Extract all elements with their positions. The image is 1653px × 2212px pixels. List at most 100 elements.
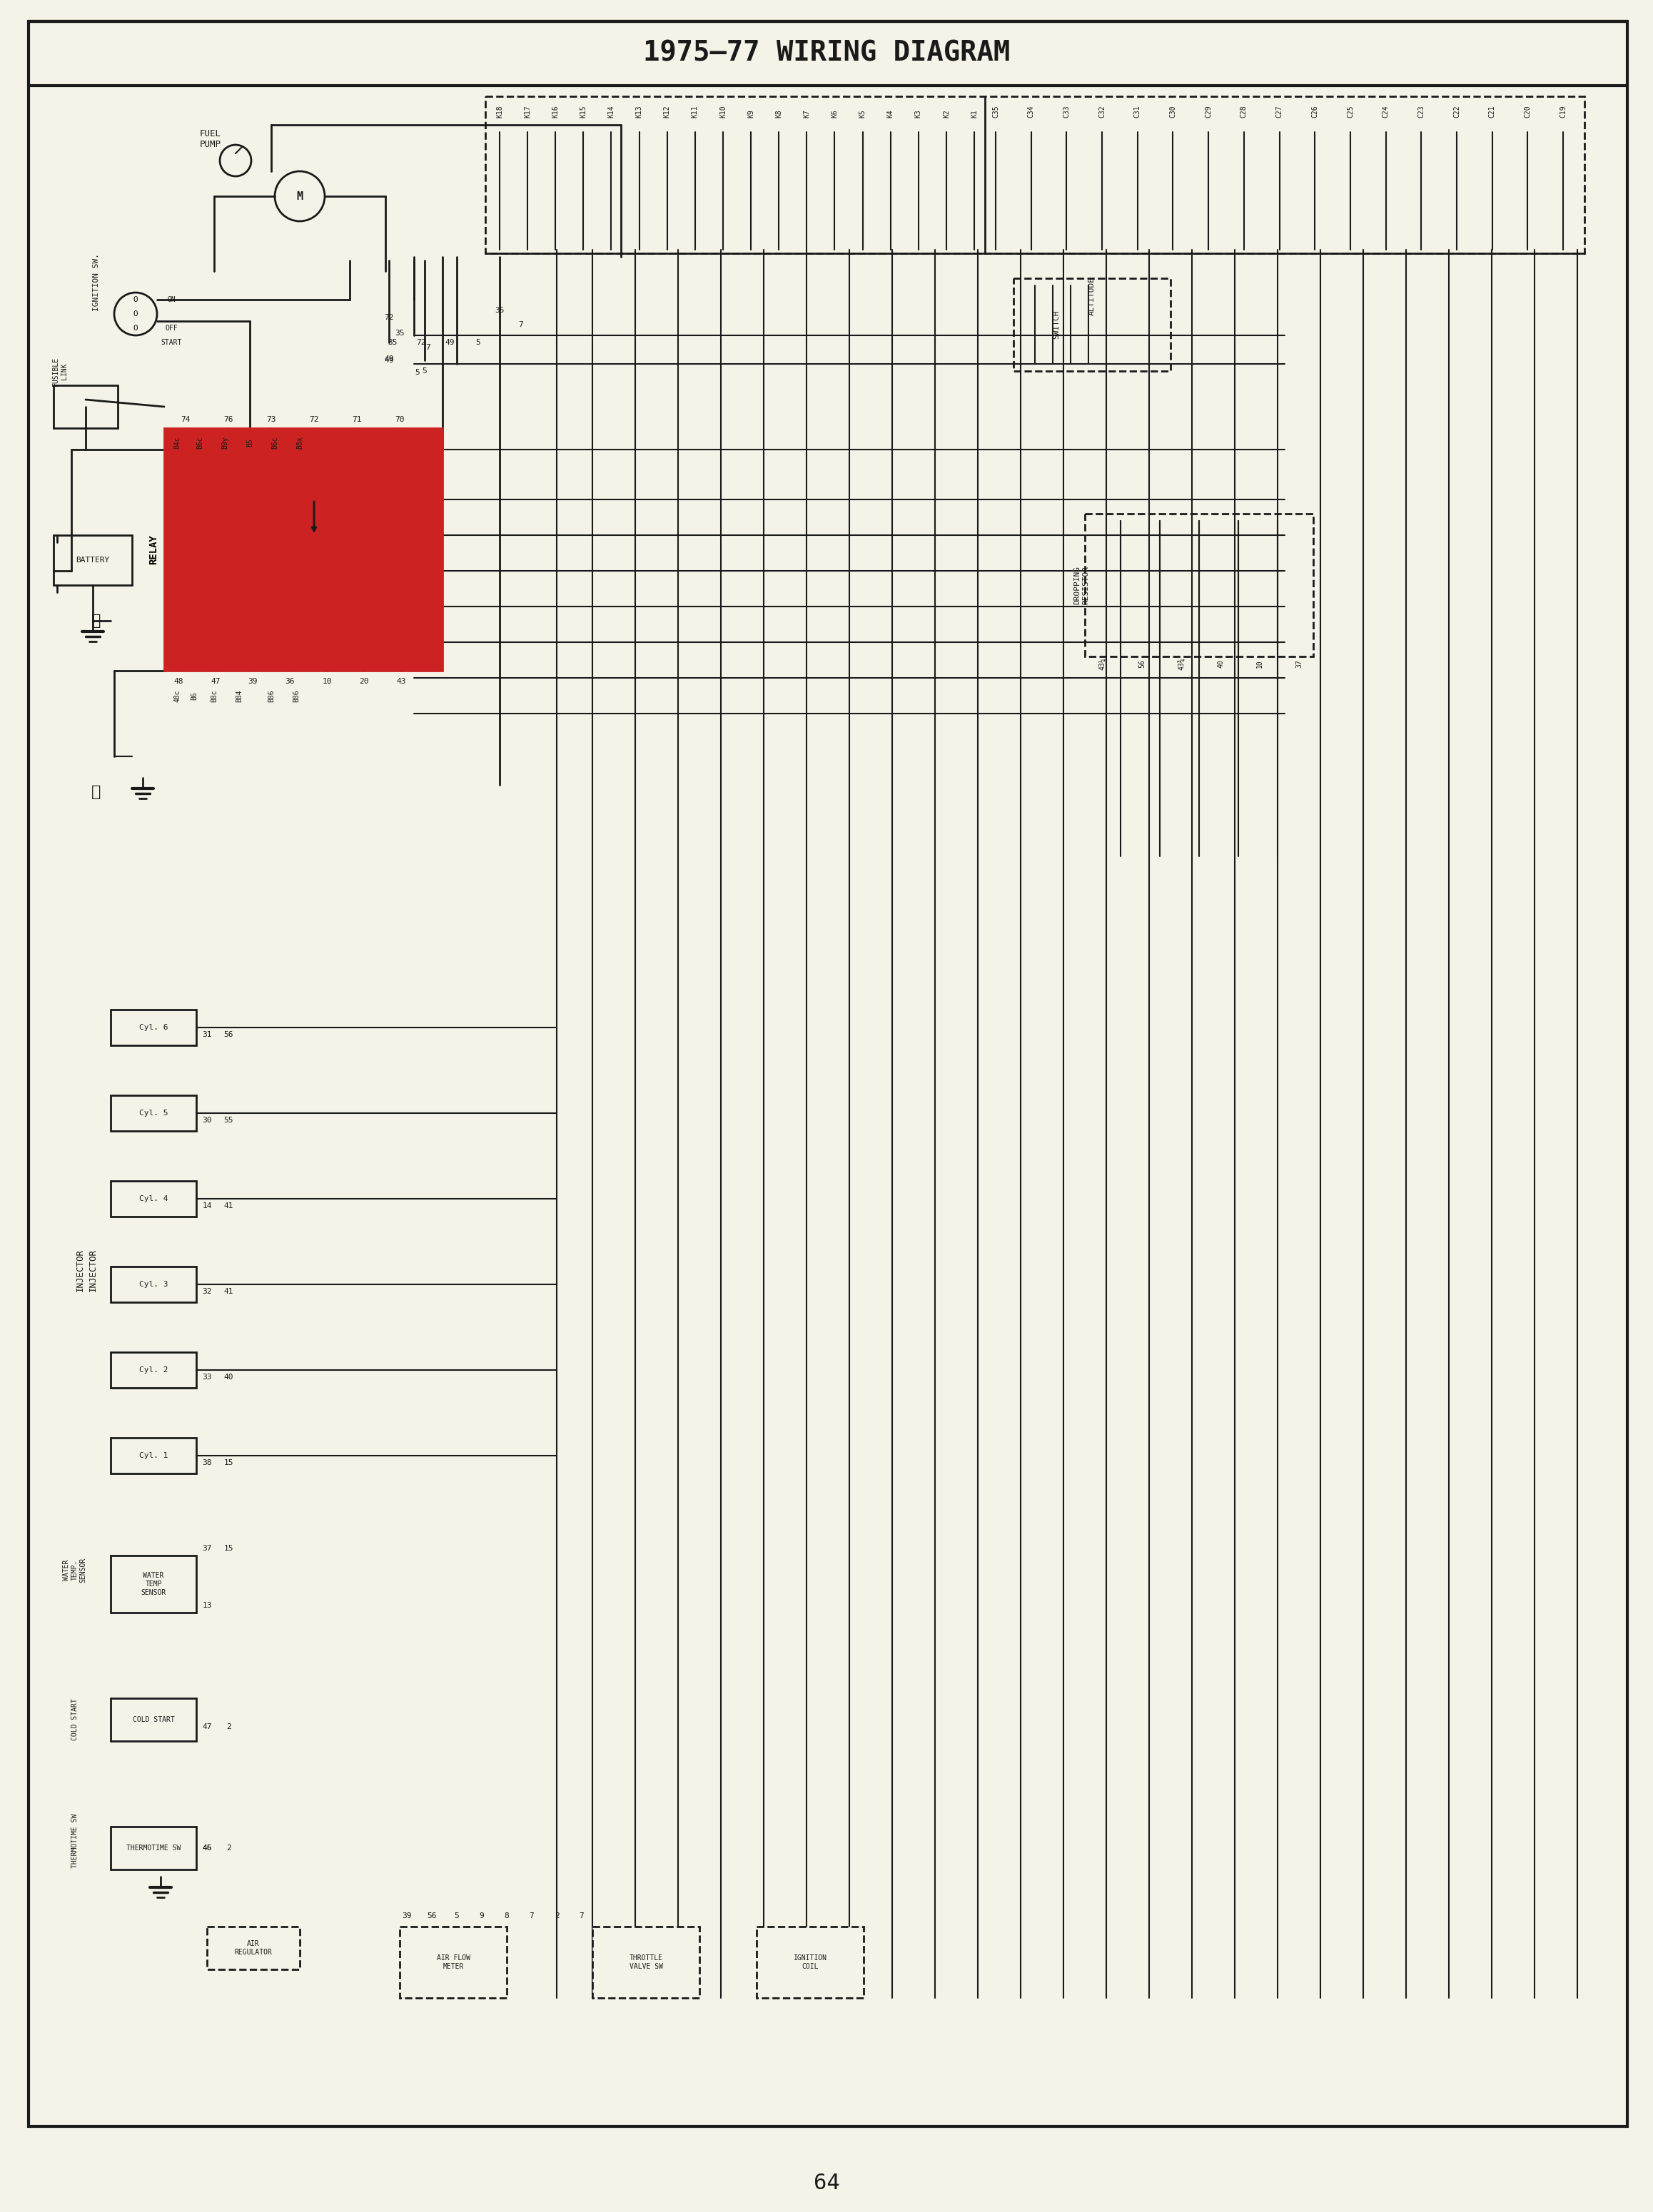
Text: 56: 56	[426, 1913, 436, 1920]
Text: 2: 2	[226, 1723, 231, 1730]
Text: 71: 71	[352, 416, 362, 422]
Text: O: O	[134, 296, 137, 303]
Bar	[53, 385, 117, 429]
Text: K13: K13	[636, 106, 643, 117]
Text: B6c: B6c	[197, 436, 203, 449]
Text: ⏚: ⏚	[91, 785, 101, 799]
Text: C20: C20	[1524, 106, 1531, 117]
Bar	[592, 1927, 699, 1997]
Text: C33: C33	[1063, 106, 1069, 117]
Text: C25: C25	[1347, 106, 1354, 117]
Text: C34: C34	[1028, 106, 1035, 117]
Text: Cyl. 2: Cyl. 2	[139, 1367, 169, 1374]
Text: C22: C22	[1453, 106, 1460, 117]
Text: FUSIBLE: FUSIBLE	[53, 356, 60, 385]
Text: B86: B86	[268, 690, 274, 701]
Text: 15: 15	[223, 1544, 233, 1553]
Text: 35: 35	[494, 307, 504, 314]
Text: K11: K11	[691, 106, 699, 117]
Text: THERMOTIME SW: THERMOTIME SW	[71, 1814, 78, 1869]
Text: 5: 5	[455, 1913, 460, 1920]
Text: IGNITION SW.: IGNITION SW.	[93, 252, 99, 310]
Text: 49: 49	[383, 356, 393, 365]
Text: WATER
TEMP
SENSOR: WATER TEMP SENSOR	[141, 1573, 165, 1595]
Text: 35: 35	[388, 338, 397, 345]
Text: C30: C30	[1169, 106, 1177, 117]
Text: C28: C28	[1240, 106, 1248, 117]
Text: OFF: OFF	[165, 325, 177, 332]
Text: WATER
TEMP.
SENSOR: WATER TEMP. SENSOR	[63, 1557, 88, 1582]
Text: K3: K3	[914, 108, 922, 117]
Text: FUEL
PUMP: FUEL PUMP	[200, 128, 222, 148]
Text: IGNITION
COIL: IGNITION COIL	[793, 1955, 826, 1971]
Text: 74: 74	[180, 416, 190, 422]
Text: O: O	[134, 310, 137, 319]
Bar	[400, 1927, 507, 1997]
Text: 13: 13	[202, 1601, 212, 1608]
Text: 47: 47	[210, 677, 220, 686]
Text: 40: 40	[1217, 659, 1225, 668]
Text: START: START	[160, 338, 182, 345]
Text: 46: 46	[202, 1845, 212, 1851]
Text: INJECTOR: INJECTOR	[76, 1250, 84, 1292]
Text: AIR FLOW
METER: AIR FLOW METER	[436, 1955, 469, 1971]
Text: 20: 20	[359, 677, 369, 686]
Text: 14: 14	[202, 1203, 212, 1210]
Text: K12: K12	[663, 106, 671, 117]
Text: K15: K15	[580, 106, 587, 117]
Text: 56: 56	[223, 1031, 233, 1037]
Text: 41: 41	[223, 1203, 233, 1210]
Text: 35: 35	[395, 330, 405, 336]
Text: B84: B84	[235, 690, 243, 701]
Bar	[207, 1927, 299, 1969]
Text: C29: C29	[1205, 106, 1212, 117]
Text: C24: C24	[1382, 106, 1389, 117]
Text: RELAY: RELAY	[149, 535, 159, 564]
Text: Cyl. 3: Cyl. 3	[139, 1281, 169, 1287]
Text: 10: 10	[322, 677, 332, 686]
Text: 70: 70	[395, 416, 405, 422]
Text: 73: 73	[266, 416, 276, 422]
Text: K1: K1	[970, 108, 979, 117]
Text: 5: 5	[476, 338, 481, 345]
Text: COLD START: COLD START	[132, 1717, 175, 1723]
Text: 48c: 48c	[174, 690, 180, 701]
Text: 5: 5	[415, 369, 420, 376]
Text: K10: K10	[719, 106, 727, 117]
Text: 30: 30	[202, 1117, 212, 1124]
Bar	[111, 1352, 197, 1387]
Text: B8c: B8c	[210, 690, 218, 701]
Text: 72: 72	[383, 314, 393, 321]
Text: C23: C23	[1418, 106, 1425, 117]
Text: BATTERY: BATTERY	[76, 557, 109, 564]
Text: THROTTLE
VALVE SW: THROTTLE VALVE SW	[630, 1955, 663, 1971]
Text: 10: 10	[1256, 659, 1263, 668]
Bar	[111, 1827, 197, 1869]
Bar	[53, 535, 132, 586]
Text: C32: C32	[1099, 106, 1106, 117]
Text: K14: K14	[608, 106, 615, 117]
Text: 49: 49	[383, 356, 393, 363]
Text: 7: 7	[529, 1913, 534, 1920]
Text: 72: 72	[417, 338, 426, 345]
Text: Cyl. 6: Cyl. 6	[139, 1024, 169, 1031]
Text: 43¾: 43¾	[1177, 657, 1185, 670]
Text: K5: K5	[860, 108, 866, 117]
Text: 36: 36	[284, 677, 294, 686]
Bar	[111, 1555, 197, 1613]
Text: 2: 2	[554, 1913, 559, 1920]
Text: K2: K2	[942, 108, 950, 117]
Text: C35: C35	[992, 106, 998, 117]
Bar	[111, 1181, 197, 1217]
Text: 37: 37	[1296, 659, 1303, 668]
Text: K16: K16	[552, 106, 559, 117]
Bar	[111, 1438, 197, 1473]
Text: 41: 41	[223, 1287, 233, 1294]
Text: 7: 7	[579, 1913, 584, 1920]
Text: ON: ON	[167, 296, 175, 303]
Text: COLD START: COLD START	[71, 1699, 78, 1741]
Text: C19: C19	[1559, 106, 1567, 117]
Text: Cyl. 5: Cyl. 5	[139, 1110, 169, 1117]
Bar	[111, 1699, 197, 1741]
Text: 47: 47	[202, 1723, 212, 1730]
